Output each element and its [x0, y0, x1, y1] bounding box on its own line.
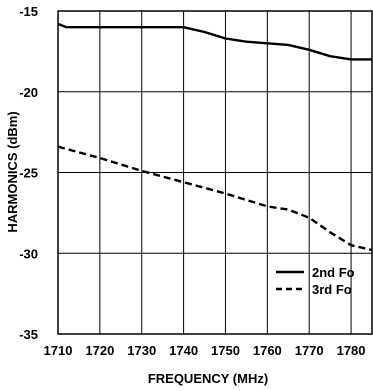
y-axis-ticks: -15 -20 -25 -30 -35	[19, 4, 38, 342]
x-tick-label-1760: 1760	[253, 343, 282, 358]
x-tick-label-1750: 1750	[211, 343, 240, 358]
y-tick-label-4: -35	[19, 327, 38, 342]
x-axis-title: FREQUENCY (MHz)	[148, 371, 268, 386]
y-axis-title: HARMONICS (dBm)	[5, 111, 20, 232]
x-axis-ticks: 1710 1720 1730 1740 1750 1760 1770 1780	[44, 343, 366, 358]
x-tick-label-1770: 1770	[295, 343, 324, 358]
x-tick-label-1740: 1740	[169, 343, 198, 358]
legend-label-3rd-fo: 3rd Fo	[312, 282, 352, 297]
x-tick-label-1780: 1780	[337, 343, 366, 358]
legend-label-2nd-fo: 2nd Fo	[312, 265, 355, 280]
series-group	[58, 24, 372, 250]
y-tick-label-2: -25	[19, 166, 38, 181]
x-tick-label-1720: 1720	[85, 343, 114, 358]
series-line-3rd-fo	[58, 147, 372, 250]
x-tick-label-1730: 1730	[127, 343, 156, 358]
legend: 2nd Fo 3rd Fo	[276, 265, 355, 297]
series-line-2nd-fo	[58, 24, 372, 60]
y-tick-label-0: -15	[19, 4, 38, 19]
y-tick-label-3: -30	[19, 246, 38, 261]
x-tick-label-1710: 1710	[44, 343, 73, 358]
y-tick-label-1: -20	[19, 85, 38, 100]
